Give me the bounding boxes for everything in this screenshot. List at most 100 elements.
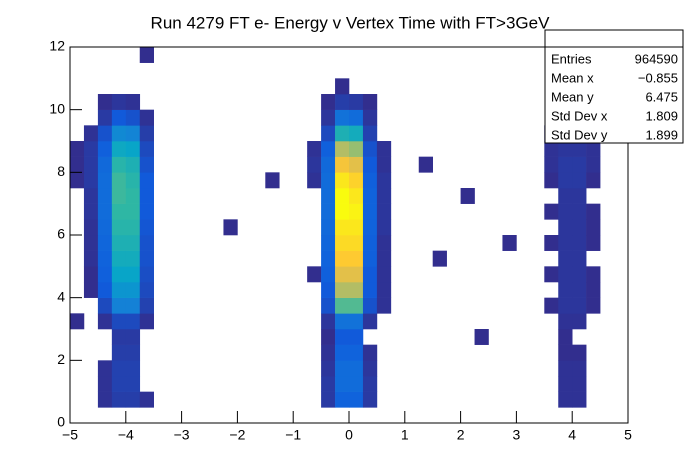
heatmap-cell <box>265 172 280 189</box>
heatmap-cell <box>335 78 350 95</box>
heatmap-cell <box>139 250 154 267</box>
heatmap-cell <box>125 360 141 377</box>
heatmap-cell <box>544 203 559 220</box>
heatmap-cell <box>321 391 336 408</box>
heatmap-cell <box>376 203 392 220</box>
heatmap-cell <box>558 282 573 298</box>
heatmap-cell <box>349 376 364 392</box>
y-tick-label: 12 <box>49 38 65 54</box>
heatmap-cell <box>572 219 587 236</box>
heatmap-cell <box>558 203 573 220</box>
heatmap-cell <box>362 360 378 377</box>
heatmap-cell <box>97 313 113 330</box>
heatmap-cell <box>111 203 127 220</box>
heatmap-cell <box>335 109 350 126</box>
heatmap-cell <box>125 94 141 110</box>
stats-label: Mean y <box>551 89 594 104</box>
heatmap-cell <box>139 172 154 189</box>
heatmap-cell <box>111 360 127 377</box>
heatmap-cell <box>125 344 141 361</box>
heatmap-cell <box>335 141 350 157</box>
heatmap-cell <box>111 125 127 142</box>
heatmap-cell <box>321 156 336 173</box>
heatmap-cell <box>572 391 587 408</box>
heatmap-cell <box>111 188 127 204</box>
heatmap-cell <box>97 203 113 220</box>
heatmap-cell <box>139 125 154 142</box>
heatmap-cell <box>223 219 238 236</box>
heatmap-cell <box>97 376 113 392</box>
heatmap-cell <box>586 282 601 298</box>
heatmap-cell <box>97 235 113 251</box>
heatmap-cell <box>349 203 364 220</box>
heatmap-cell <box>349 282 364 298</box>
heatmap-cell <box>335 250 350 267</box>
heatmap-cell <box>111 156 127 173</box>
heatmap-cell <box>70 172 85 189</box>
heatmap-cell <box>572 282 587 298</box>
heatmap-cell <box>125 109 141 126</box>
heatmap-cell <box>111 391 127 408</box>
heatmap-cell <box>139 203 154 220</box>
heatmap-cell <box>335 235 350 251</box>
heatmap-cell <box>558 172 573 189</box>
heatmap-cell <box>83 172 99 189</box>
heatmap-cell <box>349 391 364 408</box>
heatmap-cell <box>335 360 350 377</box>
heatmap-cell <box>97 391 113 408</box>
heatmap-cell <box>376 235 392 251</box>
heatmap-cell <box>97 360 113 377</box>
x-tick-label: −5 <box>62 427 78 443</box>
x-tick-label: 0 <box>345 427 353 443</box>
heatmap-cell <box>83 141 99 157</box>
heatmap-cell <box>432 250 447 267</box>
heatmap-cell <box>335 94 350 110</box>
heatmap-cell <box>111 250 127 267</box>
heatmap-cell <box>586 297 601 314</box>
heatmap-cell <box>139 297 154 314</box>
heatmap-cell <box>572 360 587 377</box>
heatmap-cell <box>349 109 364 126</box>
heatmap-cell <box>349 250 364 267</box>
stats-label: Mean x <box>551 70 594 85</box>
heatmap-cell <box>111 329 127 345</box>
heatmap-cell <box>307 156 322 173</box>
heatmap-cell <box>111 94 127 110</box>
heatmap-cell <box>125 156 141 173</box>
heatmap-cell <box>349 156 364 173</box>
heatmap-cell <box>321 282 336 298</box>
heatmap-cell <box>335 125 350 142</box>
heatmap-cell <box>362 188 378 204</box>
heatmap-cell <box>139 313 154 330</box>
x-tick-label: 2 <box>457 427 465 443</box>
heatmap-cell <box>321 141 336 157</box>
stats-value: 1.899 <box>645 127 678 142</box>
heatmap-cell <box>83 188 99 204</box>
heatmap-cell <box>321 250 336 267</box>
heatmap-cell <box>97 250 113 267</box>
heatmap-cell <box>362 125 378 142</box>
heatmap-cell <box>572 376 587 392</box>
heatmap-cell <box>586 203 601 220</box>
heatmap-cell <box>558 344 573 361</box>
heatmap-cell <box>362 235 378 251</box>
heatmap-cell <box>558 188 573 204</box>
heatmap-cell <box>335 266 350 283</box>
heatmap-cell <box>111 141 127 157</box>
heatmap-cell <box>349 235 364 251</box>
heatmap-cell <box>558 376 573 392</box>
heatmap-cell <box>362 297 378 314</box>
heatmap-cell <box>349 219 364 236</box>
heatmap-cell <box>502 235 517 251</box>
x-tick-label: −4 <box>118 427 134 443</box>
stats-label: Std Dev x <box>551 108 608 123</box>
heatmap-cell <box>335 376 350 392</box>
heatmap-cell <box>349 188 364 204</box>
heatmap-cell <box>376 172 392 189</box>
heatmap-cell <box>418 156 433 173</box>
heatmap-cell <box>460 188 475 204</box>
heatmap-cell <box>586 219 601 236</box>
heatmap-cell <box>362 219 378 236</box>
heatmap-cell <box>586 141 601 157</box>
